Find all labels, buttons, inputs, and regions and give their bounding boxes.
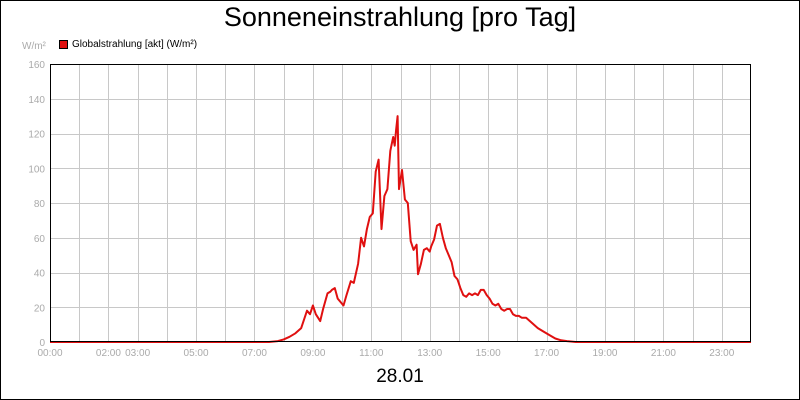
chart-legend: Globalstrahlung [akt] (W/m²)	[59, 37, 197, 51]
x-tick-label: 02:00	[96, 348, 121, 359]
x-tick-label: 13:00	[417, 348, 442, 359]
x-tick-label: 05:00	[184, 348, 209, 359]
x-tick-label: 09:00	[300, 348, 325, 359]
y-tick-label: 20	[34, 303, 46, 314]
y-tick-label: 120	[28, 130, 45, 141]
x-tick-label: 23:00	[709, 348, 734, 359]
y-tick-label: 160	[28, 60, 45, 71]
x-tick-label: 00:00	[37, 348, 62, 359]
y-axis-unit: W/m²	[22, 41, 46, 52]
x-tick-label: 15:00	[476, 348, 501, 359]
legend-swatch	[59, 39, 68, 49]
series-line	[50, 115, 751, 343]
x-tick-label: 07:00	[242, 348, 267, 359]
x-tick-label: 19:00	[592, 348, 617, 359]
x-tick-label: 21:00	[651, 348, 676, 359]
y-tick-label: 100	[28, 164, 45, 175]
x-tick-label: 11:00	[359, 348, 384, 359]
y-tick-label: 0	[39, 338, 45, 349]
chart-title: Sonneneinstrahlung [pro Tag]	[223, 2, 577, 32]
y-tick-label: 80	[34, 199, 46, 210]
y-tick-label: 140	[28, 95, 45, 106]
legend-label: Globalstrahlung [akt] (W/m²)	[72, 38, 198, 50]
x-tick-label: 17:00	[534, 348, 559, 359]
y-tick-label: 60	[34, 234, 46, 245]
x-axis-date-label: 28.01	[376, 366, 424, 387]
y-tick-label: 40	[34, 269, 46, 280]
plot-border	[50, 64, 751, 342]
x-tick-label: 03:00	[125, 348, 150, 359]
